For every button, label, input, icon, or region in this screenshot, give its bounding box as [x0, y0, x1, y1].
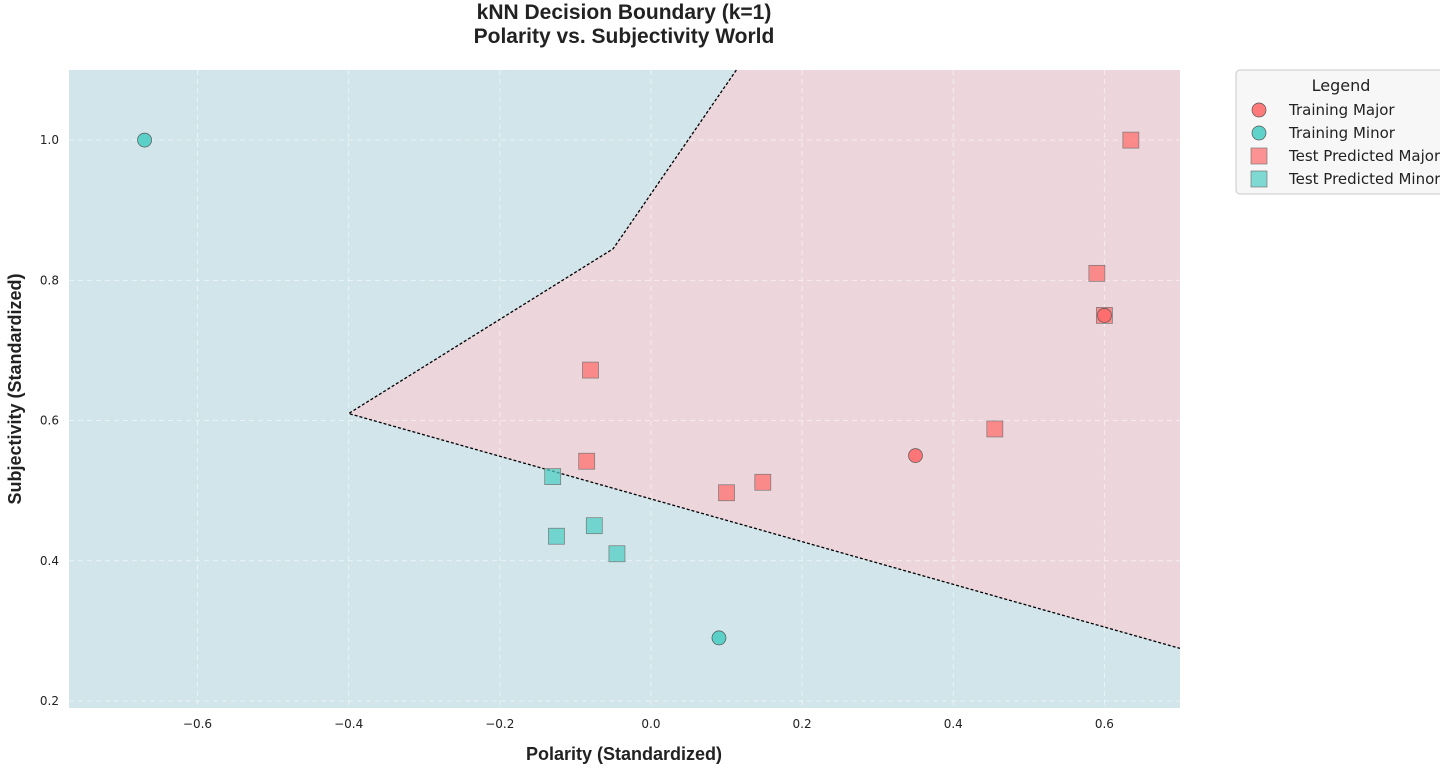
- point-training-minor: [137, 132, 152, 148]
- point-test-predicted-major: [582, 361, 599, 379]
- x-tick-label: −0.6: [183, 717, 212, 731]
- decision-boundary-line: [347, 69, 1181, 650]
- x-tick-label: 0.2: [793, 717, 812, 731]
- legend-title: Legend: [1312, 76, 1371, 95]
- point-test-predicted-minor: [608, 545, 626, 563]
- x-tick-label: −0.2: [485, 717, 514, 731]
- plot-area: [69, 69, 1181, 708]
- grid-lines: [69, 70, 1180, 708]
- point-test-predicted-minor: [548, 527, 565, 545]
- legend-entry-label: Training Minor: [1288, 124, 1396, 142]
- legend-box: [1235, 69, 1440, 195]
- y-tick-label: 1.0: [40, 133, 59, 147]
- point-test-predicted-major: [1122, 131, 1140, 149]
- legend-entry-label: Training Major: [1288, 101, 1395, 119]
- legend-marker: [1250, 147, 1268, 165]
- point-test-predicted-minor: [544, 468, 562, 485]
- point-test-predicted-major: [578, 452, 596, 470]
- x-tick-label: −0.4: [334, 717, 363, 731]
- y-tick-label: 0.2: [40, 694, 59, 708]
- legend-entries: Training Major Training Minor Test Predict…: [1250, 101, 1440, 188]
- point-test-predicted-major: [1088, 264, 1106, 282]
- x-tick-label: 0.6: [1095, 717, 1114, 731]
- point-test-predicted-major: [754, 473, 772, 491]
- legend-entry-label: Test Predicted Major: [1288, 147, 1440, 165]
- legend-marker: [1251, 102, 1267, 118]
- x-tick-label: 0.0: [641, 717, 660, 731]
- chart-title-line-2: Polarity vs. Subjectivity World: [474, 25, 775, 48]
- y-tick-label: 0.8: [40, 273, 59, 287]
- y-axis-label: Subjectivity (Standardized): [5, 273, 25, 504]
- legend-entry-label: Test Predicted Minor: [1288, 170, 1440, 188]
- y-axis-ticks: 0.2 0.4 0.6 0.8 1.0: [40, 133, 59, 708]
- point-training-minor: [711, 630, 727, 646]
- y-tick-label: 0.6: [40, 414, 59, 428]
- x-axis-label: Polarity (Standardized): [526, 744, 722, 764]
- point-training-major: [908, 448, 923, 463]
- point-test-predicted-major: [718, 484, 735, 502]
- point-training-major: [1097, 308, 1112, 323]
- legend: Legend Training Major Training Minor Test …: [1235, 69, 1440, 195]
- point-test-predicted-major: [986, 420, 1004, 438]
- x-tick-label: 0.4: [944, 717, 963, 731]
- legend-marker: [1250, 170, 1268, 188]
- point-test-predicted-minor: [585, 517, 603, 535]
- major-class-region: [348, 70, 1180, 649]
- data-points: [137, 131, 1140, 646]
- chart-title-line-1: kNN Decision Boundary (k=1): [477, 1, 772, 24]
- y-tick-label: 0.4: [40, 554, 59, 568]
- legend-marker: [1251, 125, 1267, 141]
- x-axis-ticks: −0.6 −0.4 −0.2 0.0 0.2 0.4 0.6: [183, 717, 1114, 731]
